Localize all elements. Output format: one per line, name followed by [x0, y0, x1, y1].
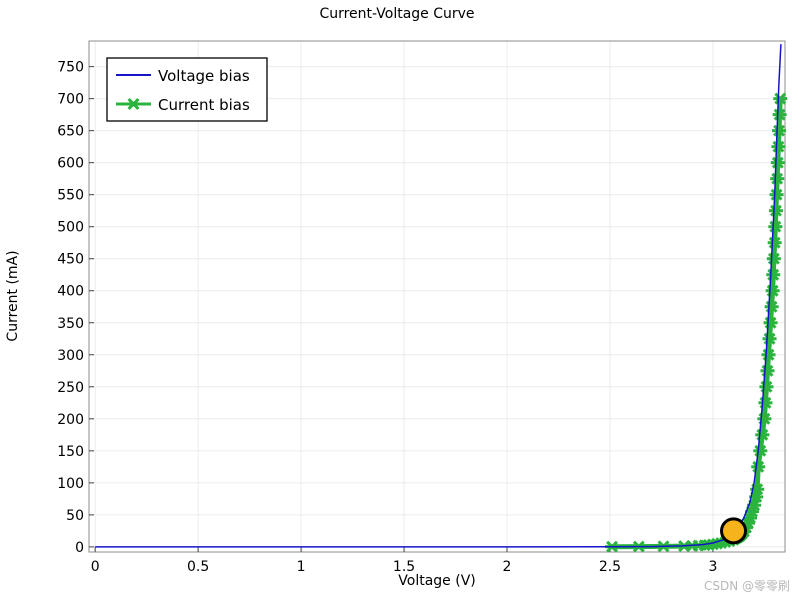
y-tick-label: 650 — [57, 124, 84, 140]
marker-stroke — [770, 188, 783, 201]
marker-stroke — [774, 92, 787, 105]
plot-area-frame — [88, 40, 786, 553]
marker-stroke — [750, 490, 763, 503]
x-tick-label: 2 — [503, 559, 512, 575]
data-point-current-bias — [772, 124, 787, 137]
y-tick-label: 250 — [57, 380, 84, 396]
y-tick-label: 200 — [57, 412, 84, 428]
data-point-current-bias — [772, 108, 787, 121]
y-axis-label: Current (mA) — [5, 250, 21, 341]
marker-stroke — [771, 156, 784, 169]
data-point-current-bias — [751, 460, 766, 473]
legend-marker-current-bias — [126, 98, 141, 110]
data-point-current-bias — [768, 220, 783, 233]
y-tick-label: 450 — [57, 252, 84, 268]
watermark-text: CSDN @零零刷 — [703, 579, 790, 593]
data-point-current-bias — [770, 156, 785, 169]
annotation-layer — [720, 517, 748, 545]
y-tick-label: 600 — [57, 156, 84, 172]
y-tick-label: 50 — [66, 508, 84, 524]
legend-label-voltage-bias: Voltage bias — [158, 67, 250, 85]
y-tick-label: 0 — [75, 540, 84, 556]
x-tick-label: 2.5 — [599, 559, 621, 575]
series-layer — [95, 44, 788, 553]
x-axis-label: Voltage (V) — [398, 573, 475, 589]
y-tick-label: 550 — [57, 188, 84, 204]
legend: Voltage bias Current bias — [106, 57, 268, 122]
x-tick-label: 0.5 — [187, 559, 209, 575]
x-tick-label: 3 — [708, 559, 717, 575]
y-axis: 0 50 100 150 200 250 300 350 400 450 500 550 600 650 7… — [57, 60, 94, 556]
chart-title: Current-Voltage Curve — [319, 6, 474, 22]
marker-stroke — [767, 252, 780, 265]
x-axis: 0 0.5 1 1.5 2 2.5 3 — [91, 547, 717, 575]
legend-marker-glyph — [126, 98, 141, 110]
y-tick-label: 700 — [57, 92, 84, 108]
data-point-current-bias — [766, 252, 781, 265]
legend-box — [106, 57, 268, 122]
marker-stroke — [771, 172, 784, 185]
x-tick-label: 0 — [91, 559, 100, 575]
y-tick-label: 100 — [57, 476, 84, 492]
x-tick-label: 1.5 — [393, 559, 415, 575]
y-tick-label: 750 — [57, 60, 84, 76]
legend-label-current-bias: Current bias — [158, 96, 250, 114]
marker-stroke — [772, 140, 785, 153]
y-tick-label: 400 — [57, 284, 84, 300]
marker-stroke — [773, 108, 786, 121]
data-point-current-bias — [768, 204, 783, 217]
y-tick-label: 350 — [57, 316, 84, 332]
marker-stroke — [769, 204, 782, 217]
marker-stroke — [127, 98, 140, 110]
marker-stroke — [748, 499, 761, 512]
y-tick-label: 300 — [57, 348, 84, 364]
marker-stroke — [773, 124, 785, 137]
marker-stroke — [752, 460, 765, 473]
data-point-current-bias — [773, 92, 788, 105]
marker-stroke — [769, 220, 782, 233]
y-tick-label: 150 — [57, 444, 84, 460]
operating-point-marker — [720, 517, 748, 545]
data-point-current-bias — [769, 188, 784, 201]
data-point-current-bias — [770, 172, 785, 185]
grid-lines — [89, 41, 785, 552]
x-tick-label: 1 — [297, 559, 306, 575]
data-point-current-bias — [771, 140, 786, 153]
marker-stroke — [751, 483, 764, 496]
y-tick-label: 500 — [57, 220, 84, 236]
